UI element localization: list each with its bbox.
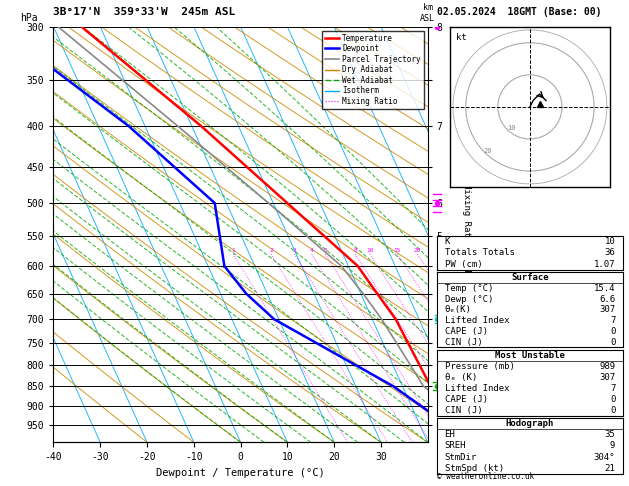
Text: 20: 20 bbox=[414, 248, 421, 253]
Text: 304°: 304° bbox=[594, 452, 615, 462]
Text: Most Unstable: Most Unstable bbox=[495, 351, 565, 360]
Text: SREH: SREH bbox=[445, 441, 466, 451]
Text: 0: 0 bbox=[610, 405, 615, 415]
Text: PW (cm): PW (cm) bbox=[445, 260, 482, 269]
Text: 307: 307 bbox=[599, 305, 615, 314]
Text: 36: 36 bbox=[604, 248, 615, 257]
Text: CIN (J): CIN (J) bbox=[445, 405, 482, 415]
Text: 1: 1 bbox=[231, 248, 235, 253]
Y-axis label: Mixing Ratio (g/kg): Mixing Ratio (g/kg) bbox=[462, 183, 471, 286]
Text: 3B°17'N  359°33'W  245m ASL: 3B°17'N 359°33'W 245m ASL bbox=[53, 7, 236, 17]
Text: Surface: Surface bbox=[511, 273, 548, 282]
Text: K: K bbox=[445, 237, 450, 246]
Text: 10: 10 bbox=[507, 125, 515, 131]
Text: θₑ (K): θₑ (K) bbox=[445, 373, 477, 382]
Text: 4: 4 bbox=[310, 248, 314, 253]
Text: CAPE (J): CAPE (J) bbox=[445, 395, 487, 404]
Text: CIN (J): CIN (J) bbox=[445, 338, 482, 347]
Text: 10: 10 bbox=[604, 237, 615, 246]
Text: hPa: hPa bbox=[19, 13, 37, 22]
Text: 8: 8 bbox=[353, 248, 357, 253]
Text: 3: 3 bbox=[292, 248, 296, 253]
Text: 5: 5 bbox=[323, 248, 327, 253]
Text: 6.6: 6.6 bbox=[599, 295, 615, 304]
Text: 1.07: 1.07 bbox=[594, 260, 615, 269]
Text: 15: 15 bbox=[394, 248, 401, 253]
Text: StmDir: StmDir bbox=[445, 452, 477, 462]
Text: EH: EH bbox=[445, 430, 455, 439]
Text: Temp (°C): Temp (°C) bbox=[445, 284, 493, 293]
Text: 989: 989 bbox=[599, 362, 615, 371]
Text: km
ASL: km ASL bbox=[420, 3, 435, 22]
Text: 10: 10 bbox=[366, 248, 374, 253]
X-axis label: Dewpoint / Temperature (°C): Dewpoint / Temperature (°C) bbox=[156, 468, 325, 478]
Text: Totals Totals: Totals Totals bbox=[445, 248, 515, 257]
Text: 20: 20 bbox=[484, 148, 493, 154]
Text: 7: 7 bbox=[610, 316, 615, 325]
Text: CAPE (J): CAPE (J) bbox=[445, 327, 487, 336]
Text: 35: 35 bbox=[604, 430, 615, 439]
Text: θₑ(K): θₑ(K) bbox=[445, 305, 472, 314]
Text: Pressure (mb): Pressure (mb) bbox=[445, 362, 515, 371]
Text: 21: 21 bbox=[604, 464, 615, 473]
Text: Lifted Index: Lifted Index bbox=[445, 383, 509, 393]
Text: Dewp (°C): Dewp (°C) bbox=[445, 295, 493, 304]
Text: kt: kt bbox=[456, 33, 467, 42]
Text: 02.05.2024  18GMT (Base: 00): 02.05.2024 18GMT (Base: 00) bbox=[437, 7, 602, 17]
Text: © weatheronline.co.uk: © weatheronline.co.uk bbox=[437, 472, 534, 481]
Text: 15.4: 15.4 bbox=[594, 284, 615, 293]
Text: 0: 0 bbox=[610, 395, 615, 404]
Text: 7: 7 bbox=[610, 383, 615, 393]
Text: 2: 2 bbox=[269, 248, 273, 253]
Text: Lifted Index: Lifted Index bbox=[445, 316, 509, 325]
Text: 9: 9 bbox=[610, 441, 615, 451]
Legend: Temperature, Dewpoint, Parcel Trajectory, Dry Adiabat, Wet Adiabat, Isotherm, Mi: Temperature, Dewpoint, Parcel Trajectory… bbox=[322, 31, 424, 109]
Text: StmSpd (kt): StmSpd (kt) bbox=[445, 464, 504, 473]
Text: 0: 0 bbox=[610, 327, 615, 336]
Text: Hodograph: Hodograph bbox=[506, 419, 554, 428]
Text: 0: 0 bbox=[610, 338, 615, 347]
Text: 307: 307 bbox=[599, 373, 615, 382]
